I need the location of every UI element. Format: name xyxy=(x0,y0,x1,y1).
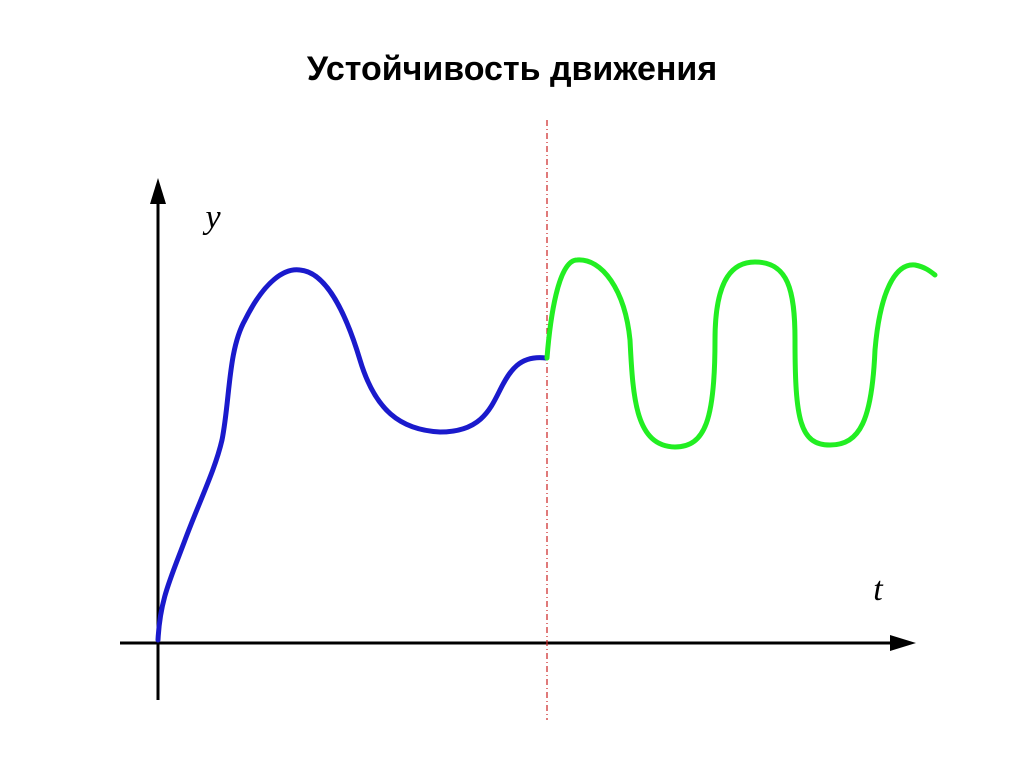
y-axis-arrow xyxy=(150,178,166,204)
oscillation-curve xyxy=(544,257,938,450)
transient-curve xyxy=(155,267,549,643)
title: Устойчивость движения xyxy=(307,50,717,88)
x-axis-label: t xyxy=(873,571,884,608)
x-axis-arrow xyxy=(890,635,916,651)
y-axis-label: y xyxy=(202,199,221,236)
